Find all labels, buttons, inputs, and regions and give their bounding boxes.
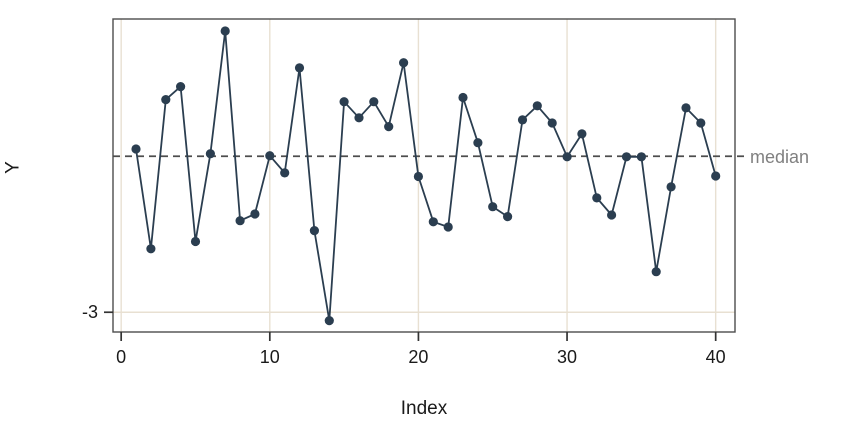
data-point — [369, 97, 379, 107]
data-point — [235, 216, 245, 226]
x-tick-label: 0 — [116, 347, 126, 367]
data-point — [280, 168, 290, 178]
data-point — [161, 95, 171, 105]
data-point — [488, 202, 498, 212]
median-line-label: median — [750, 147, 810, 167]
data-point — [711, 171, 721, 181]
data-point — [547, 118, 557, 128]
data-point — [354, 113, 364, 123]
data-point — [131, 144, 141, 154]
data-point — [220, 26, 230, 36]
data-point — [607, 210, 617, 220]
data-point — [176, 82, 186, 92]
series-line — [135, 30, 717, 322]
data-point — [532, 101, 542, 111]
data-point — [146, 244, 156, 254]
x-axis-title: Index — [400, 398, 448, 419]
data-point — [443, 222, 453, 232]
data-point — [399, 58, 409, 68]
data-point — [250, 209, 260, 219]
data-point — [592, 193, 602, 203]
x-tick-label: 20 — [408, 347, 428, 367]
data-point — [265, 151, 275, 161]
data-point — [190, 236, 201, 247]
data-point — [294, 63, 305, 73]
data-point — [339, 97, 349, 107]
data-point — [324, 316, 334, 326]
data-point — [517, 115, 528, 125]
y-axis-title: Y — [2, 161, 24, 174]
data-point — [696, 118, 706, 128]
data-point — [309, 226, 319, 236]
data-point — [666, 182, 676, 192]
data-point — [428, 217, 438, 227]
data-point — [621, 152, 632, 162]
data-point — [384, 122, 394, 132]
data-point — [651, 267, 661, 277]
data-point — [636, 152, 647, 162]
data-point — [205, 149, 215, 159]
data-point — [503, 212, 513, 222]
data-point — [413, 171, 423, 182]
data-point — [681, 103, 691, 113]
data-point — [473, 138, 483, 148]
x-tick-label: 10 — [260, 347, 280, 367]
data-point — [577, 129, 587, 139]
data-point — [458, 92, 468, 103]
y-tick-label: -3 — [82, 302, 98, 322]
x-tick-label: 40 — [706, 347, 726, 367]
panel-border — [112, 18, 736, 333]
x-tick-label: 30 — [557, 347, 577, 367]
data-point — [562, 152, 572, 162]
